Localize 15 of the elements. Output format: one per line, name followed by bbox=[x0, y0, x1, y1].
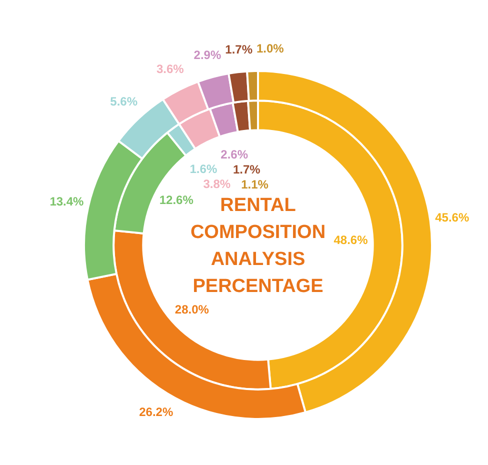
data-label: 28.0% bbox=[174, 302, 210, 317]
data-label: 26.2% bbox=[139, 404, 174, 419]
data-label: 5.6% bbox=[110, 94, 138, 108]
data-label: 13.4% bbox=[50, 194, 84, 209]
data-label: 2.6% bbox=[220, 148, 248, 162]
data-label: 1.1% bbox=[241, 178, 269, 192]
data-label: 45.6% bbox=[435, 210, 470, 224]
data-label: 48.6% bbox=[334, 233, 368, 248]
data-label: 1.7% bbox=[225, 42, 253, 57]
data-label: 1.6% bbox=[190, 162, 218, 176]
data-label: 1.0% bbox=[256, 41, 284, 56]
data-label: 2.9% bbox=[194, 48, 222, 62]
data-label: 1.7% bbox=[232, 162, 261, 177]
data-label: 3.6% bbox=[156, 62, 184, 76]
data-label: 3.8% bbox=[203, 177, 231, 192]
